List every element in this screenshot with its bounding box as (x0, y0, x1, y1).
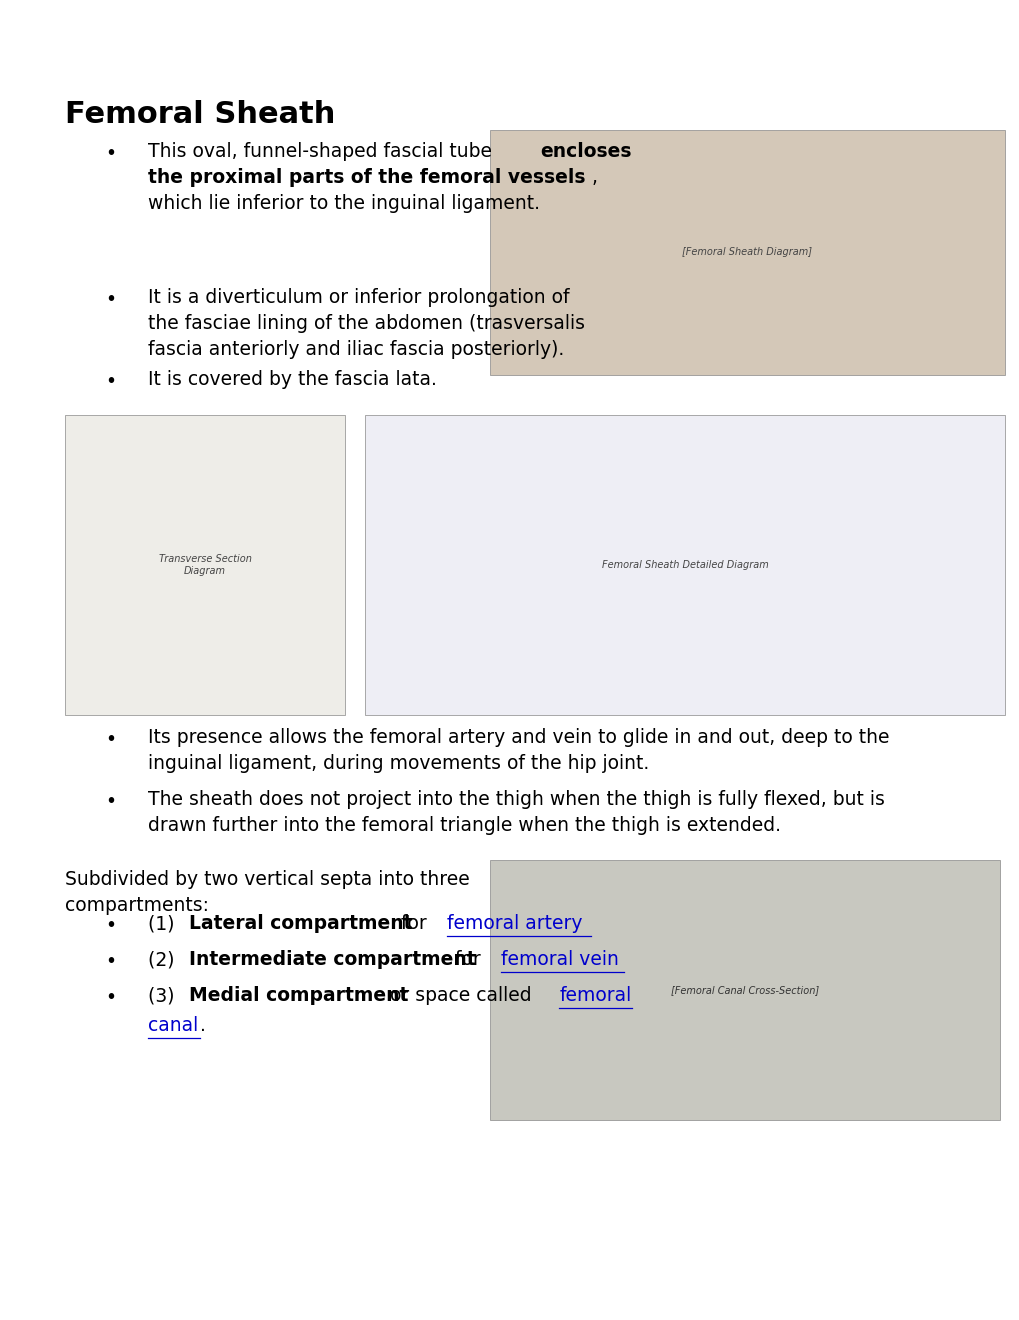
Text: •: • (105, 916, 116, 935)
Text: [Femoral Canal Cross-Section]: [Femoral Canal Cross-Section] (671, 985, 818, 995)
Text: fascia anteriorly and iliac fascia posteriorly).: fascia anteriorly and iliac fascia poste… (148, 341, 564, 359)
Text: •: • (105, 792, 116, 810)
Bar (65, 414, 344, 715)
Text: [Femoral Sheath Diagram]: [Femoral Sheath Diagram] (682, 247, 811, 257)
Text: Femoral Sheath: Femoral Sheath (65, 100, 335, 129)
Text: Intermediate compartment: Intermediate compartment (190, 950, 476, 969)
Text: femoral artery: femoral artery (446, 913, 582, 933)
Text: •: • (105, 730, 116, 748)
Text: canal: canal (148, 1016, 198, 1035)
Text: It is covered by the fascia lata.: It is covered by the fascia lata. (148, 370, 436, 389)
Text: the fasciae lining of the abdomen (trasversalis: the fasciae lining of the abdomen (trasv… (148, 314, 585, 333)
Text: Medial compartment: Medial compartment (190, 986, 409, 1005)
Text: •: • (105, 290, 116, 309)
Text: The sheath does not project into the thigh when the thigh is fully flexed, but i: The sheath does not project into the thi… (148, 789, 884, 809)
Text: for: for (394, 913, 432, 933)
Text: Its presence allows the femoral artery and vein to glide in and out, deep to the: Its presence allows the femoral artery a… (148, 729, 889, 747)
Text: Lateral compartment: Lateral compartment (190, 913, 413, 933)
Text: inguinal ligament, during movements of the hip joint.: inguinal ligament, during movements of t… (148, 754, 649, 774)
Text: ,: , (591, 168, 597, 187)
Text: (2): (2) (148, 950, 180, 969)
Text: for: for (448, 950, 486, 969)
Text: This oval, funnel-shaped fascial tube: This oval, funnel-shaped fascial tube (148, 143, 497, 161)
Text: Subdivided by two vertical septa into three: Subdivided by two vertical septa into th… (65, 870, 470, 888)
Text: (3): (3) (148, 986, 180, 1005)
Text: encloses: encloses (539, 143, 631, 161)
Text: .: . (200, 1016, 205, 1035)
Text: It is a diverticulum or inferior prolongation of: It is a diverticulum or inferior prolong… (148, 288, 569, 308)
Text: compartments:: compartments: (65, 896, 209, 915)
Bar (489, 861, 999, 1119)
Text: Femoral Sheath Detailed Diagram: Femoral Sheath Detailed Diagram (601, 560, 767, 570)
Text: femoral vein: femoral vein (500, 950, 618, 969)
Text: •: • (105, 987, 116, 1007)
Text: •: • (105, 144, 116, 162)
Text: which lie inferior to the inguinal ligament.: which lie inferior to the inguinal ligam… (148, 194, 539, 213)
Text: drawn further into the femoral triangle when the thigh is extended.: drawn further into the femoral triangle … (148, 816, 781, 836)
Text: (1): (1) (148, 913, 180, 933)
Text: the proximal parts of the femoral vessels: the proximal parts of the femoral vessel… (148, 168, 585, 187)
Text: Transverse Section
Diagram: Transverse Section Diagram (158, 554, 252, 576)
Text: •: • (105, 372, 116, 391)
Text: •: • (105, 952, 116, 972)
Bar (365, 414, 1004, 715)
Text: femoral: femoral (558, 986, 631, 1005)
Bar (489, 129, 1004, 375)
Text: or space called: or space called (384, 986, 537, 1005)
